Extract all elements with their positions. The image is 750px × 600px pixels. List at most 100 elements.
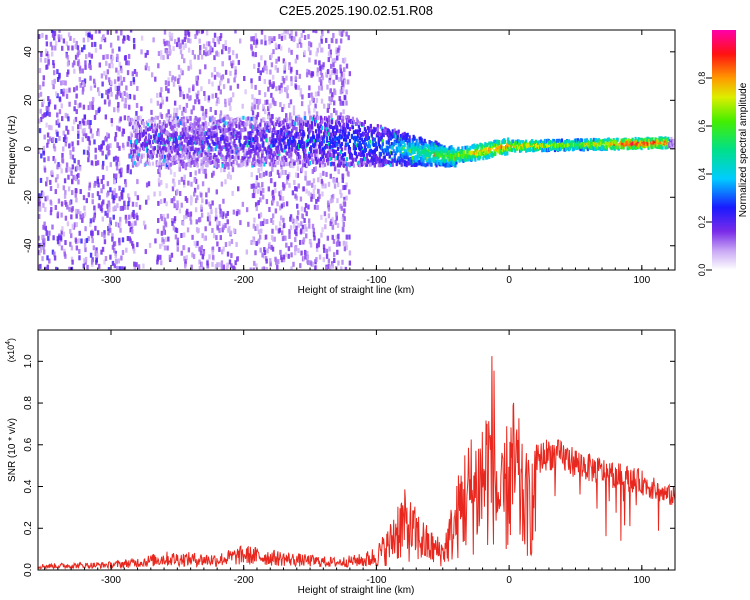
spectrogram-cell <box>116 89 120 95</box>
spectrogram-cell <box>208 143 211 148</box>
spectrogram-cell <box>116 142 119 148</box>
spectrogram-cell <box>263 130 266 135</box>
spectrogram-cell <box>228 55 231 61</box>
spectrogram-cell <box>229 70 232 76</box>
spectrogram-cell <box>131 229 134 235</box>
spectrogram-cell <box>464 145 467 150</box>
spectrogram-cell <box>47 54 50 60</box>
spectrogram-cell <box>61 157 64 163</box>
spectrogram-cell <box>46 264 49 270</box>
spectrogram-cell <box>201 128 204 134</box>
spectrogram-cell <box>212 126 215 131</box>
spectrogram-cell <box>171 125 174 130</box>
spectrogram-cell <box>286 151 289 156</box>
spectrogram-cell <box>260 166 263 172</box>
spectrogram-cell <box>266 248 269 254</box>
spectrogram-cell <box>263 219 267 225</box>
spectrogram-cell <box>79 124 82 130</box>
spectrogram-cell <box>302 186 305 192</box>
spectrogram-cell <box>138 133 142 138</box>
spectrogram-cell <box>50 125 53 131</box>
spectrogram-cell <box>241 103 244 109</box>
spectrogram-cell <box>107 143 110 149</box>
spectrogram-cell <box>261 252 264 258</box>
spectrogram-cell <box>155 153 158 158</box>
spectrogram-cell <box>312 30 315 33</box>
spectrogram-cell <box>272 195 275 201</box>
spectrogram-cell <box>101 216 105 222</box>
spectrogram-cell <box>359 133 363 138</box>
spectrogram-cell <box>403 152 406 157</box>
spectrogram-cell <box>170 156 173 161</box>
spectrogram-cell <box>218 227 221 233</box>
spectrogram-cell <box>121 205 125 211</box>
spectrogram-cell <box>282 223 286 229</box>
spectrogram-cell <box>144 136 148 141</box>
spectrogram-cell <box>173 160 176 165</box>
spectrogram-cell <box>47 235 50 241</box>
spectrogram-cell <box>211 93 214 99</box>
spectrogram-cell <box>162 214 165 220</box>
spectrogram-cell <box>350 162 354 167</box>
spectrogram-cell <box>147 66 151 72</box>
spectrogram-cell <box>258 213 261 219</box>
spectrogram-cell <box>312 160 315 165</box>
spectrogram-cell <box>394 141 397 146</box>
spectrogram-cell <box>254 183 258 189</box>
spectrogram-cell <box>264 122 267 127</box>
spectrogram-cell <box>250 106 254 112</box>
spectrogram-cell <box>62 185 66 191</box>
spectrogram-cell <box>101 164 105 170</box>
spectrogram-cell <box>44 225 48 231</box>
spectrogram-cell <box>275 58 278 64</box>
spectrogram-cell <box>137 152 141 157</box>
spectrogram-cell <box>151 129 154 134</box>
spectrogram-cell <box>126 204 130 210</box>
spectrogram-cell <box>226 219 229 225</box>
spectrogram-cell <box>189 59 192 65</box>
spectrogram-cell <box>199 135 202 140</box>
spectrogram-cell <box>363 144 366 149</box>
spectrogram-cell <box>282 103 286 109</box>
spectrogram-cell <box>294 186 297 192</box>
spectrogram-cell <box>94 154 97 160</box>
spectrogram-cell <box>255 181 258 187</box>
spectrogram-cell <box>292 223 296 229</box>
spectrogram-cell <box>417 154 420 159</box>
spectrogram-cell <box>214 147 217 152</box>
spectrogram-cell <box>329 74 332 80</box>
spectrogram-cell <box>191 126 194 131</box>
spectrogram-cell <box>308 85 311 91</box>
spectrogram-cell <box>163 140 166 145</box>
spectrogram-cell <box>220 260 224 266</box>
spectrogram-cell <box>49 186 53 192</box>
spectrogram-cell <box>145 62 148 68</box>
spectrogram-cell <box>333 166 337 172</box>
spectrogram-cell <box>420 162 423 167</box>
spectrogram-cell <box>109 227 112 233</box>
spectrogram-cell <box>315 198 318 204</box>
spectrogram-cell <box>104 256 108 262</box>
spectrogram-cell <box>265 267 268 270</box>
spectrogram-cell <box>156 259 159 265</box>
spectrogram-cell <box>42 75 45 81</box>
spectrogram-cell <box>120 255 123 261</box>
spectrogram-cell <box>295 126 298 132</box>
spectrogram-cell <box>414 142 417 147</box>
spectrogram-cell <box>206 163 209 168</box>
spectrogram-cell <box>118 240 121 246</box>
spectrogram-cell <box>310 261 313 267</box>
spectrogram-cell <box>219 89 222 95</box>
spectrogram-cell <box>127 201 130 207</box>
spectrogram-cell <box>196 157 199 162</box>
spectrogram-cell <box>136 195 140 201</box>
spectrogram-cell <box>352 163 356 168</box>
spectrogram-cell <box>181 110 184 116</box>
spectrogram-cell <box>74 188 78 194</box>
spectrogram-cell <box>205 137 208 142</box>
spectrogram-cell <box>237 155 240 160</box>
spectrogram-cell <box>265 138 268 143</box>
spectrogram-cell <box>88 140 91 146</box>
spectrogram-cell <box>258 234 262 240</box>
spectrogram-cell <box>44 266 47 270</box>
